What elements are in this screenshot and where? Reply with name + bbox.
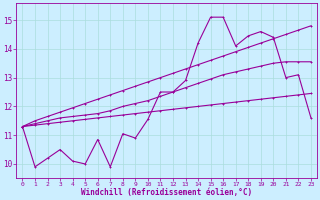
X-axis label: Windchill (Refroidissement éolien,°C): Windchill (Refroidissement éolien,°C) <box>81 188 252 197</box>
